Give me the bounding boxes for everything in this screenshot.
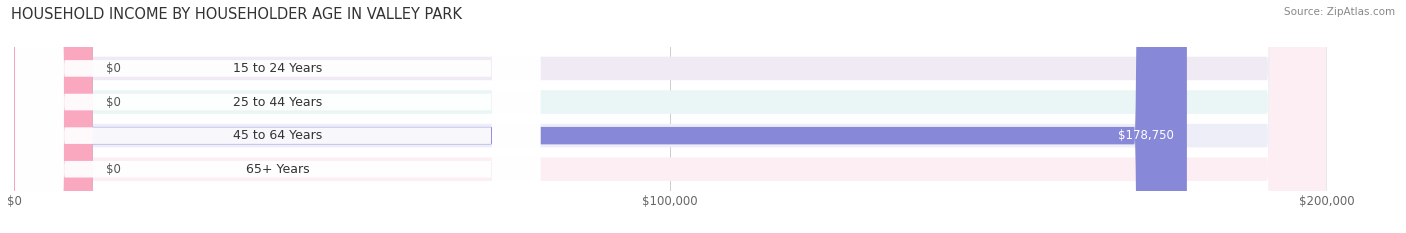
- Text: $0: $0: [105, 96, 121, 109]
- Text: HOUSEHOLD INCOME BY HOUSEHOLDER AGE IN VALLEY PARK: HOUSEHOLD INCOME BY HOUSEHOLDER AGE IN V…: [11, 7, 463, 22]
- Text: 65+ Years: 65+ Years: [246, 163, 309, 176]
- FancyBboxPatch shape: [14, 0, 1187, 233]
- FancyBboxPatch shape: [14, 0, 1326, 233]
- FancyBboxPatch shape: [14, 0, 1326, 233]
- Text: 25 to 44 Years: 25 to 44 Years: [233, 96, 322, 109]
- FancyBboxPatch shape: [14, 0, 1326, 233]
- FancyBboxPatch shape: [15, 0, 540, 233]
- Text: $178,750: $178,750: [1118, 129, 1174, 142]
- FancyBboxPatch shape: [14, 0, 1326, 233]
- FancyBboxPatch shape: [14, 0, 93, 233]
- FancyBboxPatch shape: [14, 0, 93, 233]
- FancyBboxPatch shape: [15, 0, 540, 233]
- FancyBboxPatch shape: [15, 0, 540, 233]
- FancyBboxPatch shape: [14, 0, 93, 233]
- Text: 45 to 64 Years: 45 to 64 Years: [233, 129, 322, 142]
- Text: $0: $0: [105, 163, 121, 176]
- FancyBboxPatch shape: [15, 0, 540, 233]
- Text: $0: $0: [105, 62, 121, 75]
- Text: 15 to 24 Years: 15 to 24 Years: [233, 62, 322, 75]
- Text: Source: ZipAtlas.com: Source: ZipAtlas.com: [1284, 7, 1395, 17]
